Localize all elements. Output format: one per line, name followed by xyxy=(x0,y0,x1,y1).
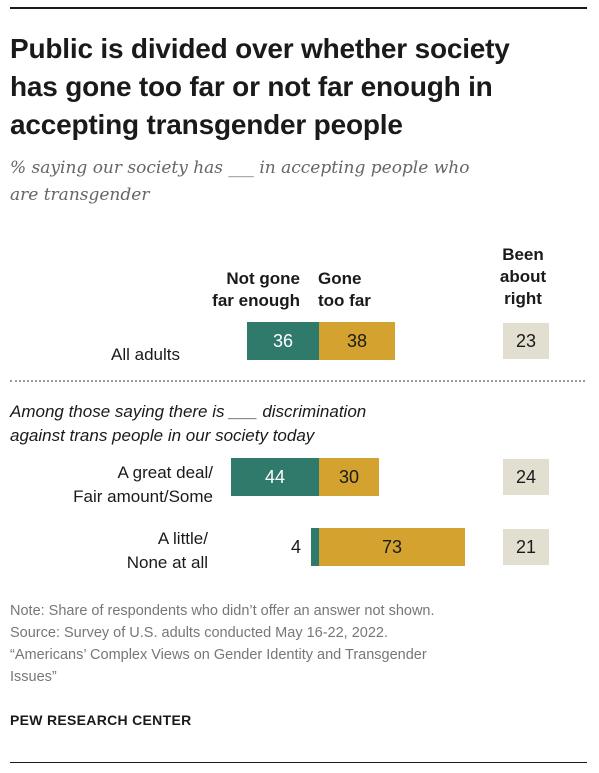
section-divider xyxy=(10,380,585,382)
bar-about-right-great-deal xyxy=(503,459,549,495)
value-label-not-far-enough-great-deal: 44 xyxy=(265,467,285,487)
subtitle-line: are transgender xyxy=(10,185,150,205)
report-title-line: Issues” xyxy=(10,669,57,685)
bar-too-far-great-deal xyxy=(319,458,379,496)
bar-too-far-all-adults xyxy=(319,322,395,360)
chart-subtitle: % saying our society has ___ in acceptin… xyxy=(10,155,570,209)
value-label-about-right-great-deal: 24 xyxy=(516,467,536,487)
chart-title: Public is divided over whether society h… xyxy=(10,30,580,144)
group-label: Among those saying there is ___ discrimi… xyxy=(10,402,367,445)
title-line: Public is divided over whether society xyxy=(10,33,510,64)
column-header-too-far: Gone too far xyxy=(318,269,371,310)
value-label-not-far-enough-little-none: 4 xyxy=(291,537,301,557)
title-line: has gone too far or not far enough in xyxy=(10,71,493,102)
bar-not-far-enough-great-deal xyxy=(231,458,319,496)
report-title-line: “Americans’ Complex Views on Gender Iden… xyxy=(10,647,427,663)
top-rule xyxy=(10,7,587,9)
value-label-too-far-little-none: 73 xyxy=(382,537,402,557)
bottom-rule xyxy=(10,762,587,763)
row-label-all-adults: All adults xyxy=(111,345,180,364)
bar-too-far-little-none xyxy=(319,528,465,566)
bar-about-right-all-adults xyxy=(503,323,549,359)
value-label-too-far-all-adults: 38 xyxy=(347,331,367,351)
row-label-great-deal: A great deal/ Fair amount/Some xyxy=(73,463,213,506)
subtitle-line: % saying our society has ___ in acceptin… xyxy=(10,158,470,178)
column-header-about-right: Been about right xyxy=(499,245,547,308)
bar-not-far-enough-little-none xyxy=(311,528,319,566)
note-block: Note: Share of respondents who didn’t of… xyxy=(10,600,590,688)
row-label-little-none: A little/ None at all xyxy=(126,529,208,572)
value-label-about-right-little-none: 21 xyxy=(516,537,536,557)
bar-not-far-enough-all-adults xyxy=(247,322,319,360)
brand-logo-text: PEW RESEARCH CENTER xyxy=(10,712,192,728)
value-label-not-far-enough-all-adults: 36 xyxy=(273,331,293,351)
title-line: accepting transgender people xyxy=(10,109,403,140)
value-label-about-right-all-adults: 23 xyxy=(516,331,536,351)
value-label-too-far-great-deal: 30 xyxy=(339,467,359,487)
note-line: Note: Share of respondents who didn’t of… xyxy=(10,603,435,619)
column-header-not-far-enough: Not gone far enough xyxy=(212,269,300,310)
source-line: Source: Survey of U.S. adults conducted … xyxy=(10,625,389,641)
bar-about-right-little-none xyxy=(503,529,549,565)
